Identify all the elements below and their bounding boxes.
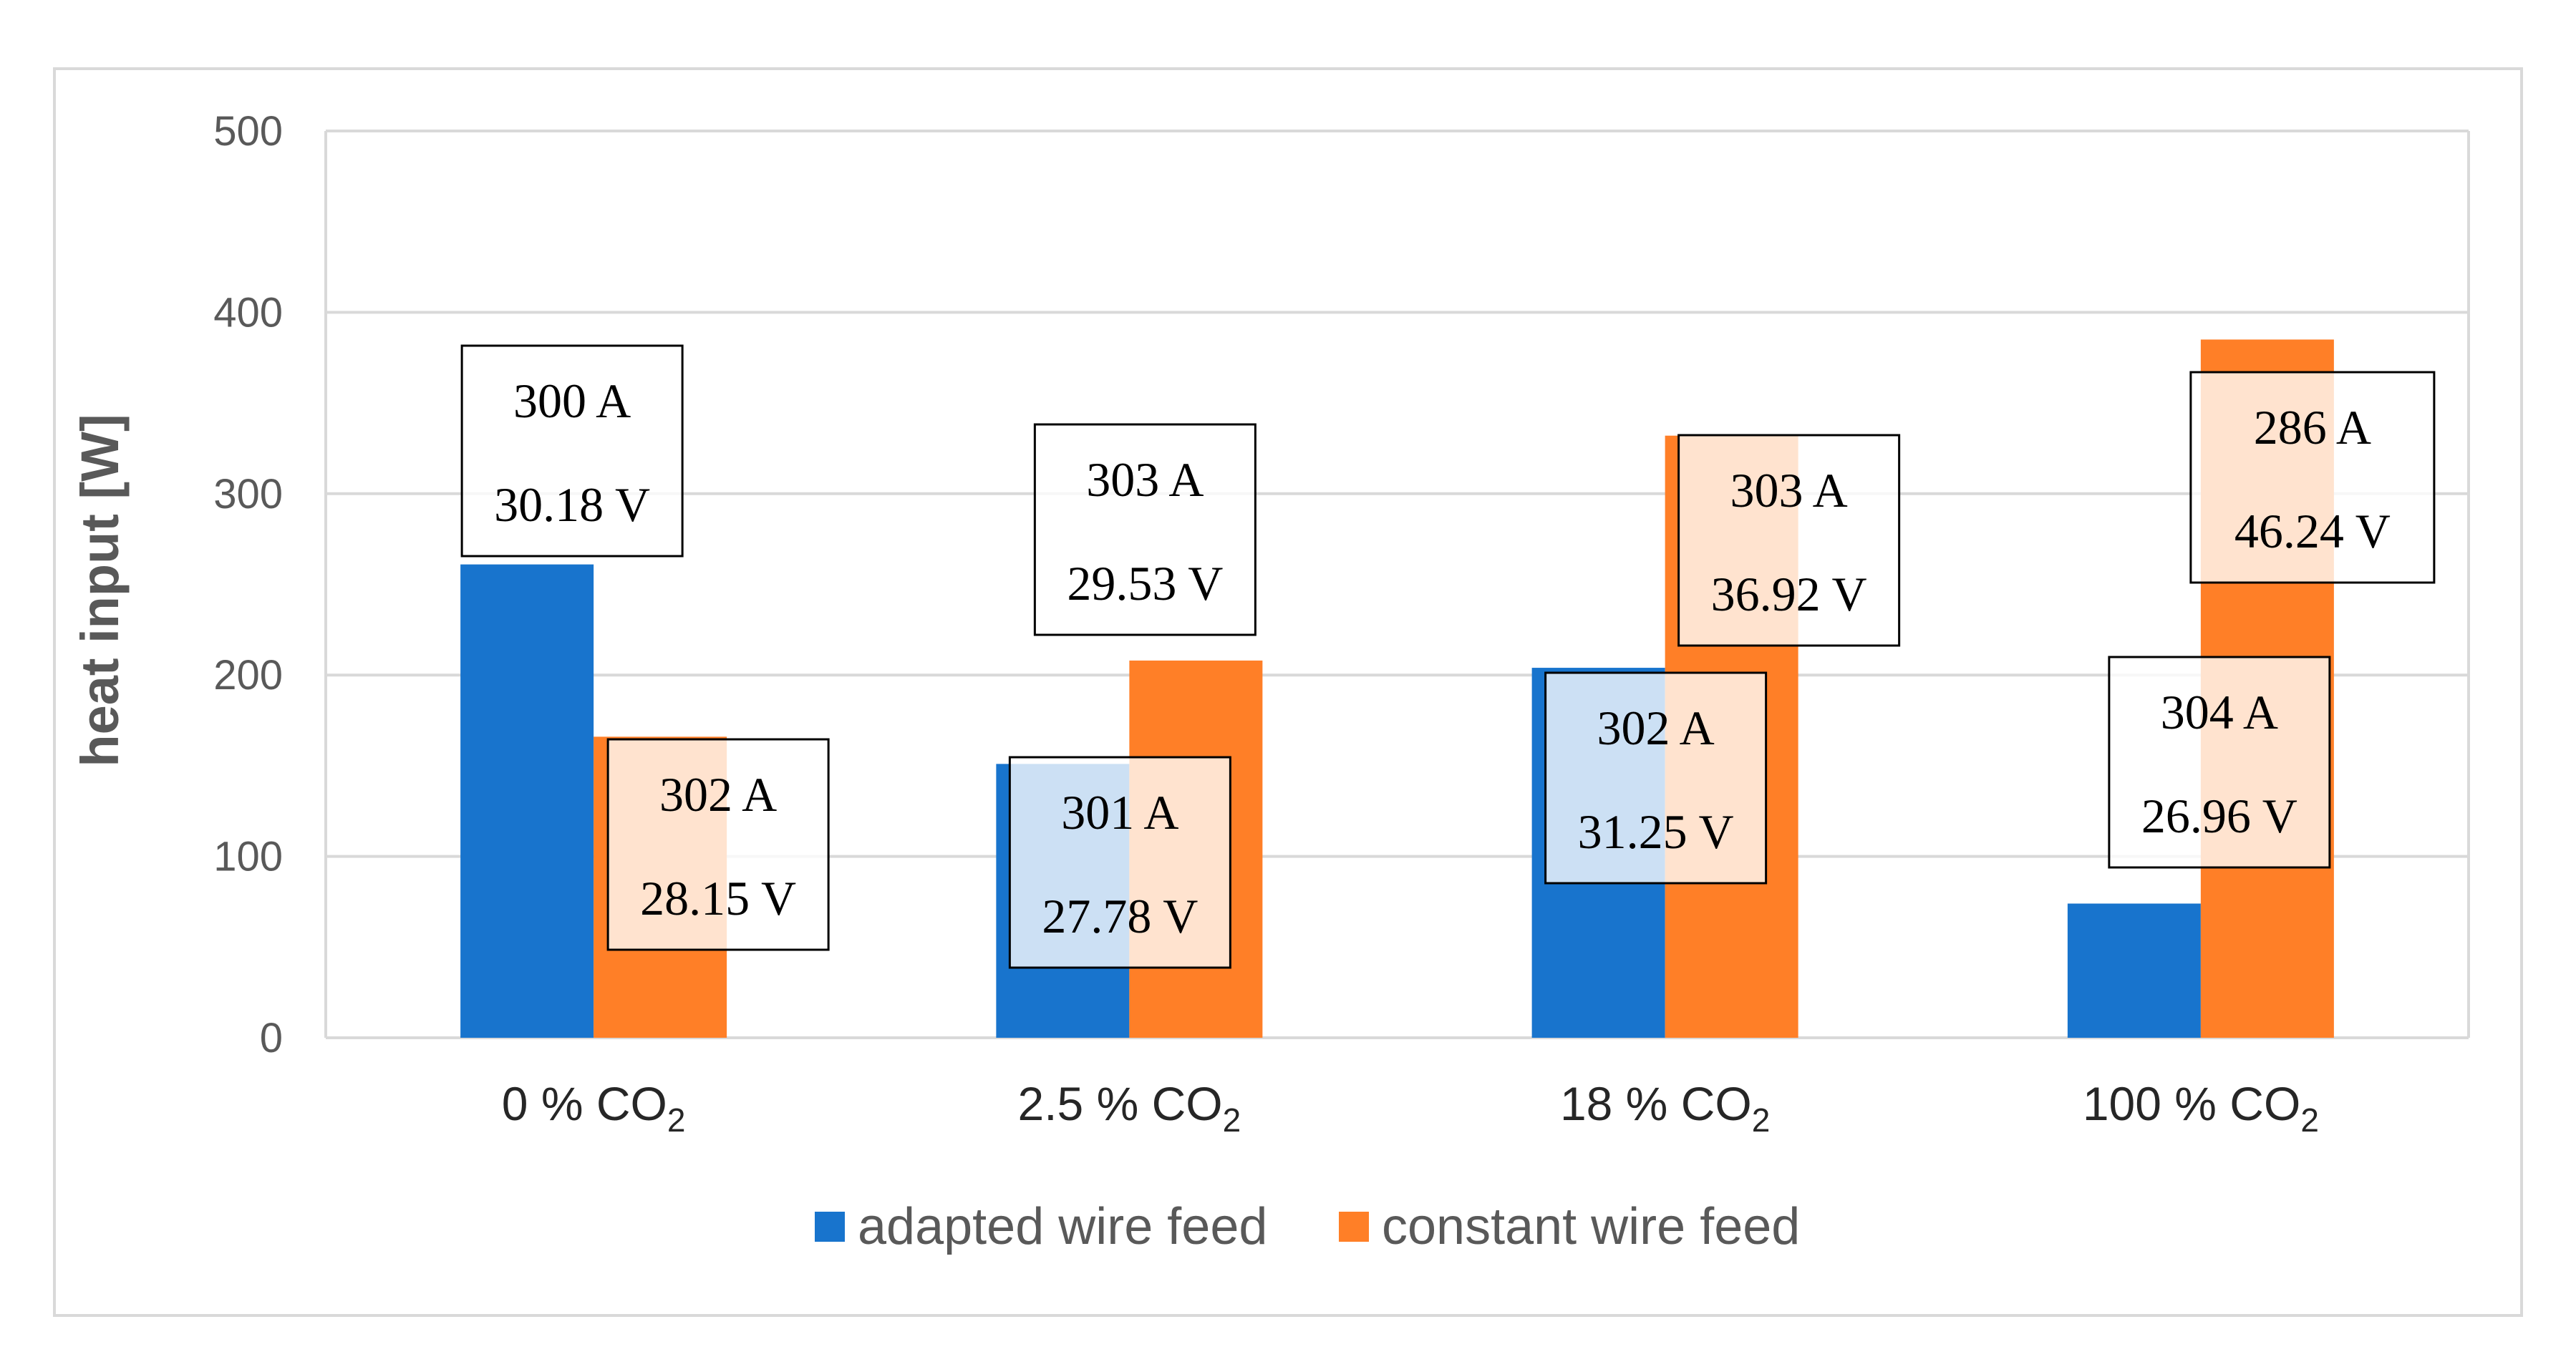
- bar-adapted-3: [2067, 903, 2201, 1038]
- y-tick-label: 400: [213, 289, 283, 336]
- annotation-box: [1677, 434, 1901, 647]
- annotation-voltage: 46.24 V: [2234, 504, 2391, 558]
- y-tick-label: 100: [213, 834, 283, 880]
- y-tick-label: 500: [213, 108, 283, 155]
- annotation-constant-0: 302 A 28.15 V: [606, 738, 830, 951]
- legend-label-0: adapted wire feed: [858, 1198, 1267, 1255]
- annotation-current: 302 A: [1597, 701, 1714, 755]
- annotation-constant-3: 286 A 46.24 V: [2189, 371, 2436, 584]
- y-axis-ticks: 0 100 200 300 400 500: [213, 108, 283, 1061]
- legend-swatch-1: [1339, 1212, 1369, 1242]
- x-category-label: 100 % CO2: [2083, 1077, 2319, 1139]
- x-category-label: 18 % CO2: [1560, 1077, 1770, 1139]
- annotation-adapted-1: 301 A 27.78 V: [1008, 756, 1231, 969]
- annotation-voltage: 27.78 V: [1042, 889, 1198, 943]
- annotation-constant-1: 303 A 29.53 V: [1033, 423, 1256, 636]
- legend-label-1: constant wire feed: [1382, 1198, 1800, 1255]
- annotation-box: [460, 344, 684, 558]
- annotation-box: [2108, 656, 2331, 869]
- annotation-voltage: 30.18 V: [494, 477, 650, 532]
- annotations: 300 A 30.18 V 301 A 27.78 V 302 A 31.25 V 304 …: [460, 344, 2436, 969]
- annotation-voltage: 28.15 V: [640, 871, 796, 925]
- y-tick-label: 200: [213, 652, 283, 699]
- annotation-voltage: 29.53 V: [1067, 556, 1223, 610]
- annotation-box: [2189, 371, 2436, 584]
- annotation-adapted-3: 304 A 26.96 V: [2108, 656, 2331, 869]
- gridlines: [324, 130, 2470, 1039]
- legend-swatch-0: [815, 1212, 845, 1242]
- annotation-box: [1008, 756, 1231, 969]
- annotation-voltage: 26.96 V: [2141, 789, 2297, 843]
- x-category-label: 2.5 % CO2: [1018, 1077, 1241, 1139]
- y-axis-title: heat input [W]: [70, 414, 130, 767]
- annotation-current: 303 A: [1086, 452, 1204, 507]
- annotation-current: 303 A: [1730, 463, 1847, 517]
- annotation-box: [606, 738, 830, 951]
- y-tick-label: 0: [260, 1015, 283, 1061]
- annotation-adapted-0: 300 A 30.18 V: [460, 344, 684, 558]
- legend: adapted wire feed constant wire feed: [815, 1198, 1800, 1255]
- annotation-current: 300 A: [513, 374, 631, 428]
- annotation-voltage: 31.25 V: [1578, 804, 1734, 859]
- annotation-current: 302 A: [659, 767, 777, 822]
- annotation-box: [1544, 671, 1768, 885]
- annotation-constant-2: 303 A 36.92 V: [1677, 434, 1901, 647]
- x-axis-categories: 0 % CO2 2.5 % CO2 18 % CO2 100 % CO2: [502, 1077, 2319, 1139]
- annotation-voltage: 36.92 V: [1711, 567, 1867, 621]
- y-tick-label: 300: [213, 471, 283, 517]
- annotation-adapted-2: 302 A 31.25 V: [1544, 671, 1768, 885]
- annotation-current: 301 A: [1061, 785, 1178, 840]
- annotation-current: 304 A: [2161, 685, 2278, 739]
- bar-adapted-0: [460, 564, 594, 1038]
- annotation-current: 286 A: [2254, 400, 2371, 454]
- x-category-label: 0 % CO2: [502, 1077, 686, 1139]
- annotation-box: [1033, 423, 1256, 636]
